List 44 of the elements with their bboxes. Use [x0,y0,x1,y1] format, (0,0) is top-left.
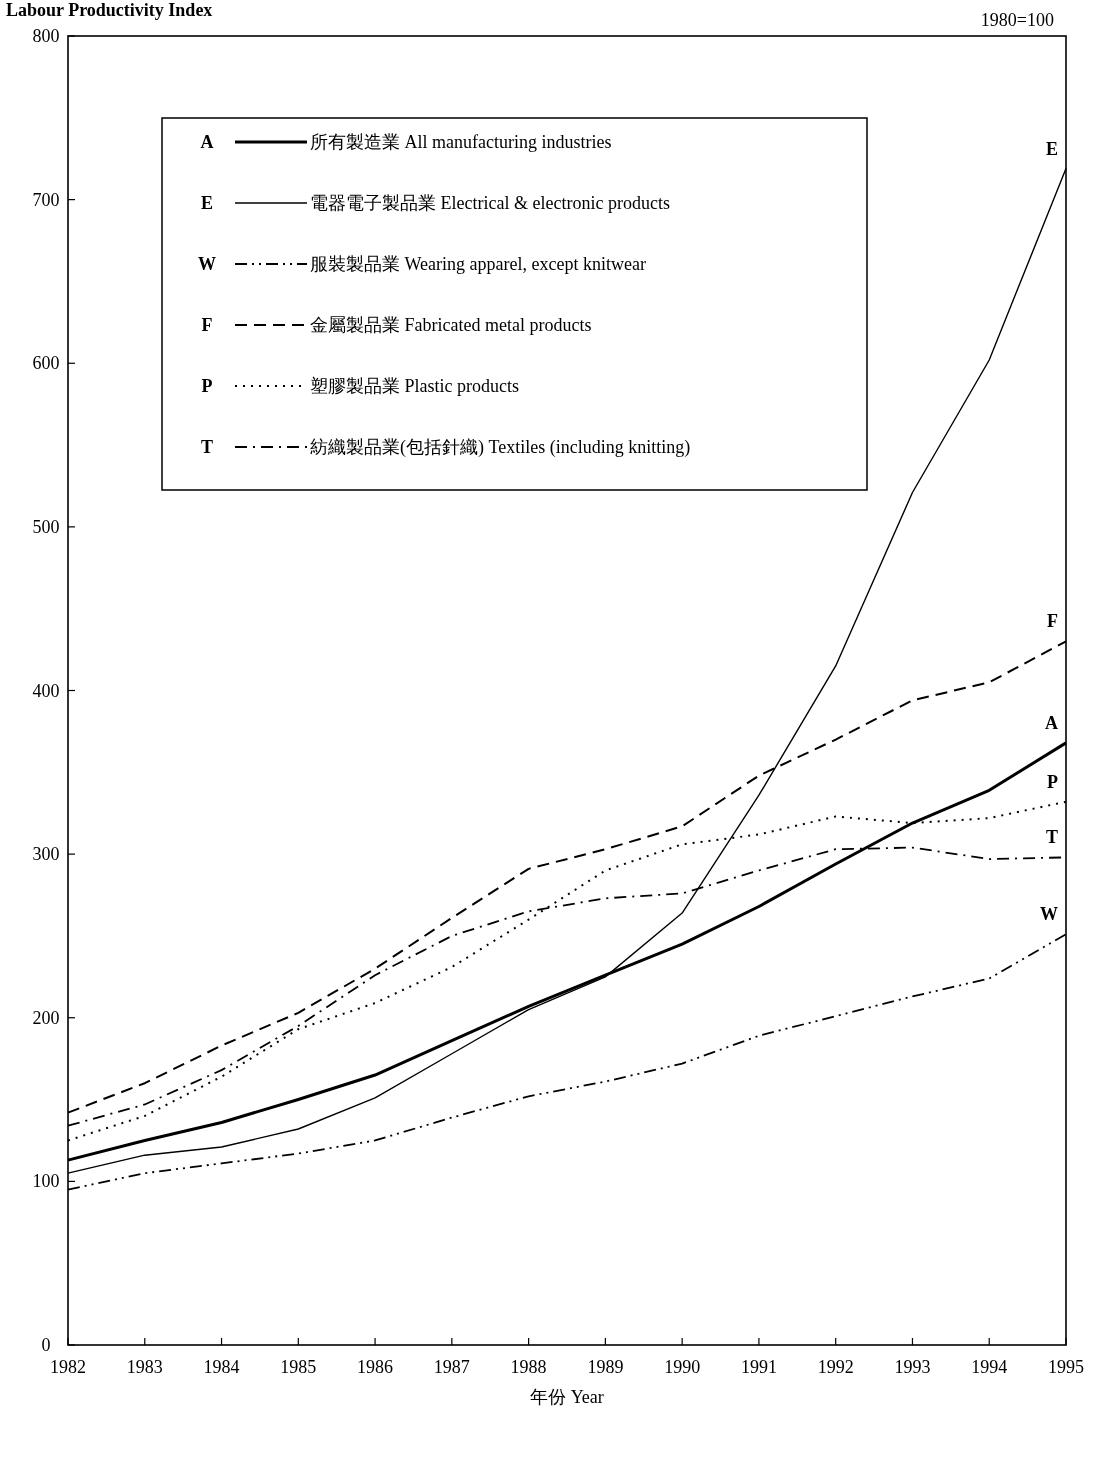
text: E [200,193,214,213]
legend-label: 紡織製品業(包括針織) Textiles (including knitting) [310,437,691,458]
text: T [200,437,214,457]
line-label: W [1040,904,1058,925]
x-tick-label: 1987 [433,1357,470,1377]
legend-label: 金屬製品業 Fabricated metal products [310,315,592,335]
x-tick-label: 1984 [203,1357,240,1377]
legend-label: 塑膠製品業 Plastic products [310,376,519,396]
x-tick-label: 1993 [894,1357,931,1377]
y-axis-title: Labour Productivity Index [6,0,213,20]
x-tick-label: 1990 [664,1357,701,1377]
line-label: A [1045,712,1058,733]
x-axis-title: 年份 Year [530,1387,604,1407]
line-label: T [1046,827,1058,848]
text: W [198,254,216,274]
line-label: E [1046,138,1058,159]
y-tick-label: 0 [41,1335,51,1355]
y-tick-label: 200 [32,1007,60,1028]
y-tick-label: 400 [32,680,60,701]
line-label: F [1047,611,1058,632]
y-tick-label: 700 [32,189,60,210]
legend-label: 所有製造業 All manufacturing industries [310,132,612,152]
text: F [201,315,213,335]
x-tick-label: 1983 [126,1357,163,1377]
text: A [200,132,214,152]
y-tick-label: 100 [32,1171,60,1192]
legend-label: 電器電子製品業 Electrical & electronic products [310,193,670,213]
x-tick-label: 1982 [50,1357,86,1377]
y-tick-label: 600 [32,353,60,374]
text: 1980=100 [980,10,1054,30]
y-tick-label: 800 [32,26,60,46]
x-tick-label: 1992 [817,1357,854,1377]
legend-label: 服裝製品業 Wearing apparel, except knitwear [310,254,646,274]
x-tick-label: 1988 [510,1357,547,1377]
x-tick-label: 1994 [971,1357,1008,1377]
line-label: P [1047,771,1058,792]
x-tick-label: 1985 [280,1357,317,1377]
y-tick-label: 300 [32,844,60,865]
y-tick-label: 500 [32,516,60,537]
x-tick-label: 1986 [357,1357,394,1377]
x-tick-label: 1991 [740,1357,777,1377]
x-tick-label: 1995 [1048,1357,1084,1377]
x-tick-label: 1989 [587,1357,624,1377]
text: P [201,376,213,396]
